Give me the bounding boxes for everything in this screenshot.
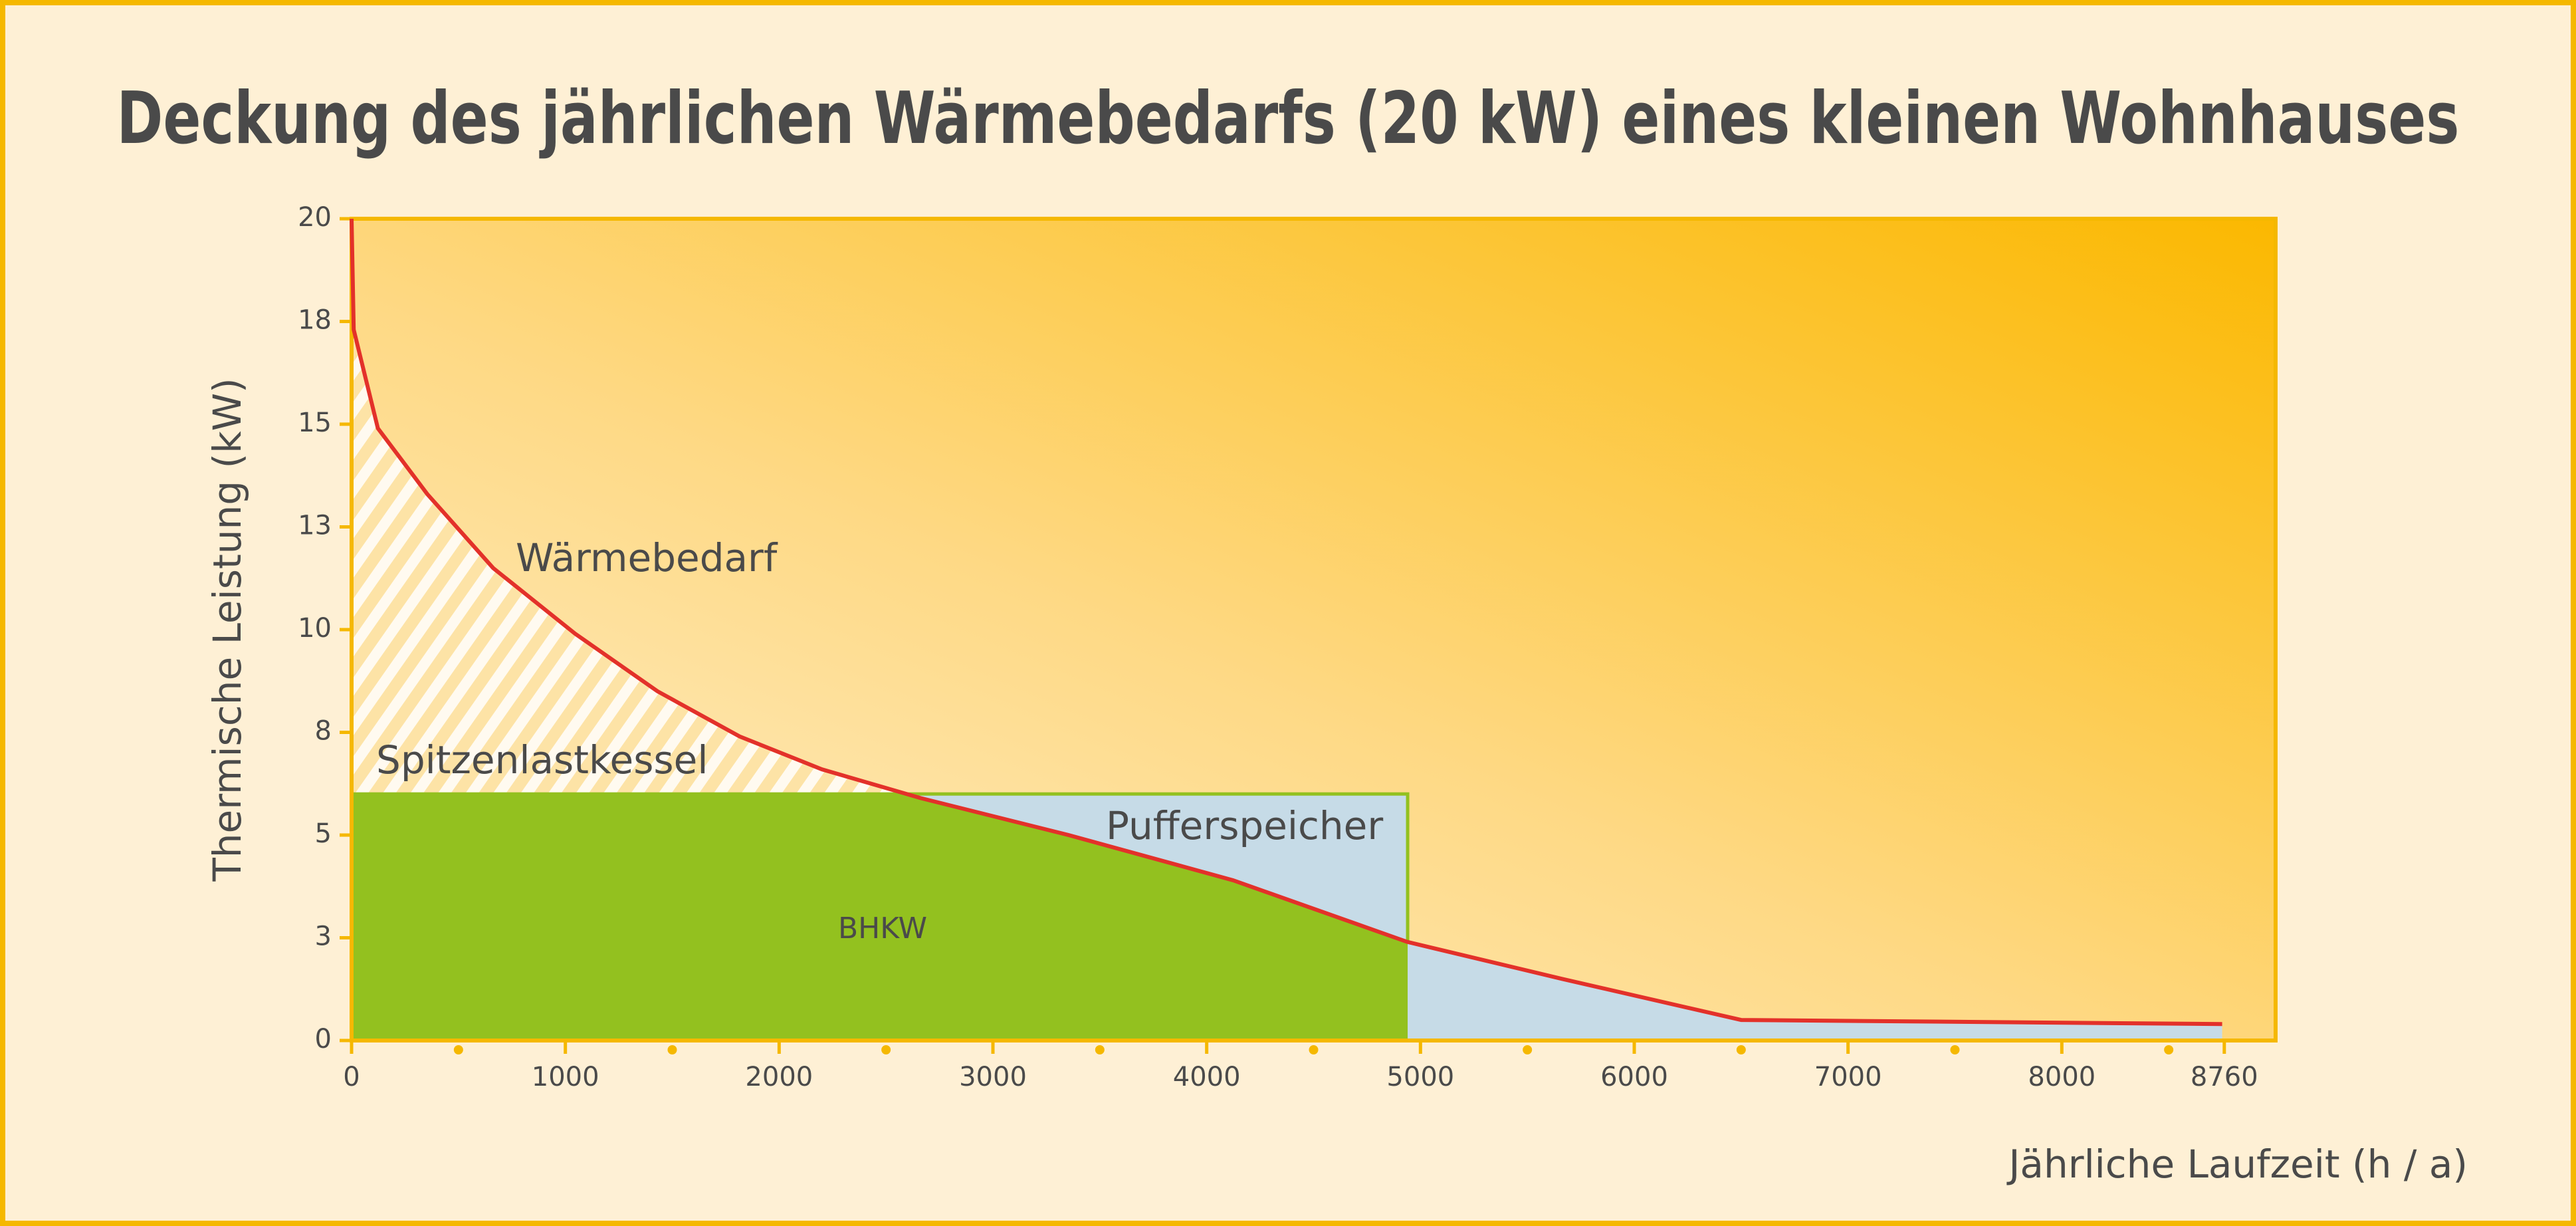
x-tick-label: 3000 <box>959 1062 1027 1092</box>
storage-tail <box>1408 941 2222 1041</box>
y-tick-label: 0 <box>315 1024 332 1054</box>
x-minor-tick <box>881 1045 891 1054</box>
x-tick-label: 7000 <box>1814 1062 1882 1092</box>
storage-label: Pufferspeicher <box>1106 803 1383 848</box>
y-tick-label: 3 <box>315 921 332 952</box>
x-minor-tick <box>1309 1045 1319 1054</box>
chart-title: Deckung des jährlichen Wärmebedarfs (20 … <box>117 77 2460 160</box>
x-minor-tick <box>1736 1045 1746 1054</box>
x-minor-tick <box>667 1045 677 1054</box>
plot-area: 0 3 5 8 10 13 15 18 20 0 1000 2000 3000 4000 5000 6000 7… <box>298 202 2278 1092</box>
series-label: Wärmebedarf <box>516 535 778 580</box>
x-minor-tick <box>1095 1045 1105 1054</box>
x-tick-label: 6000 <box>1600 1062 1668 1092</box>
x-tick-label: 8760 <box>2191 1062 2258 1092</box>
y-tick-label: 13 <box>298 511 332 541</box>
x-tick-label: 5000 <box>1386 1062 1454 1092</box>
peak-boiler-label: Spitzenlastkessel <box>376 737 708 783</box>
y-tick-label: 5 <box>315 818 332 849</box>
x-tick-label: 0 <box>343 1062 360 1092</box>
y-tick-label: 18 <box>298 305 332 336</box>
bhkw-label: BHKW <box>838 912 927 945</box>
demand-line <box>350 218 2222 1027</box>
x-minor-tick <box>2164 1045 2174 1054</box>
x-tick-label: 4000 <box>1173 1062 1241 1092</box>
x-tick-label: 2000 <box>745 1062 813 1092</box>
y-tick-label: 8 <box>315 716 332 747</box>
x-minor-tick <box>1523 1045 1533 1054</box>
storage-tail-area <box>1408 941 2222 1041</box>
y-axis-label: Thermische Leistung (kW) <box>205 378 250 882</box>
peak-boiler-region <box>352 219 907 795</box>
y-tick-label: 15 <box>298 408 332 438</box>
y-tick-label: 10 <box>298 613 332 644</box>
x-minor-tick <box>453 1045 463 1054</box>
y-tick-label: 20 <box>298 202 332 233</box>
x-tick-label: 8000 <box>2028 1062 2095 1092</box>
x-axis-label: Jährliche Laufzeit (h / a) <box>2006 1142 2468 1187</box>
x-minor-tick <box>1950 1045 1960 1054</box>
hatch-area <box>352 219 907 795</box>
x-tick-label: 1000 <box>532 1062 599 1092</box>
